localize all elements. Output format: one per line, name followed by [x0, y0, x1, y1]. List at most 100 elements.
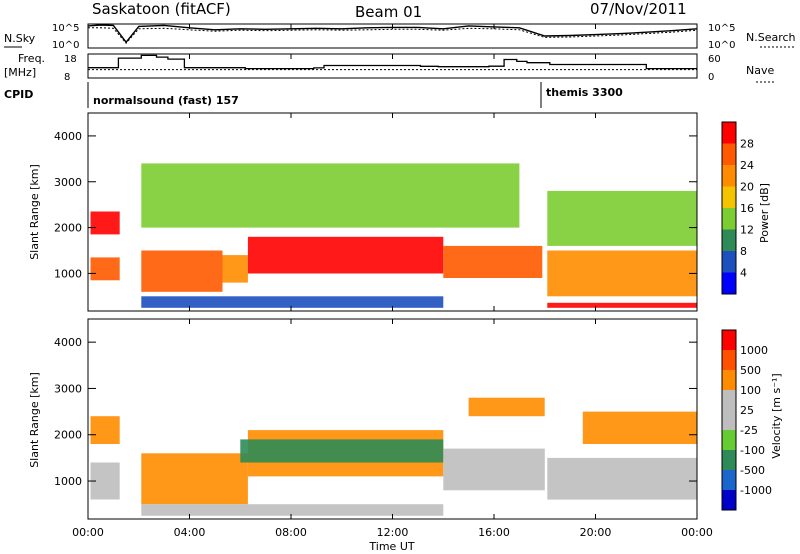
nsky-tick-bottom: 10^0 — [52, 40, 79, 51]
velocity-colorbar-label: Velocity [m s⁻¹] — [770, 373, 783, 458]
x-tick-label-4: 16:00 — [478, 526, 510, 539]
velocity-echo-7 — [468, 397, 545, 417]
power-y-label: Slant Range [km] — [28, 164, 41, 260]
velocity-colorbar-tick-7: -1000 — [740, 484, 772, 497]
nave-tick-top: 60 — [708, 54, 721, 65]
x-tick-label-2: 08:00 — [275, 526, 307, 539]
nsearch-line — [88, 27, 698, 44]
velocity-echo-4 — [240, 439, 444, 463]
velocity-colorbar-swatch-7 — [722, 350, 736, 370]
power-echo-9 — [141, 163, 520, 228]
nave-tick-bottom: 0 — [708, 72, 714, 83]
velocity-y-axis: 1000 2000 3000 4000 — [54, 336, 697, 488]
beam-label: Beam 01 — [355, 3, 422, 21]
power-colorbar-swatch-4 — [722, 186, 736, 208]
freq-plot — [88, 54, 697, 71]
date-label: 07/Nov/2011 — [590, 0, 687, 18]
velocity-colorbar-swatch-6 — [722, 370, 736, 390]
x-tick-label-1: 04:00 — [174, 526, 206, 539]
power-colorbar: 4 8 12 16 20 24 28 — [721, 121, 754, 295]
time-x-axis: 00:00 04:00 08:00 12:00 16:00 20:00 00:00 — [72, 24, 713, 539]
freq-tick-top: 18 — [64, 54, 77, 65]
velocity-echo-0 — [90, 416, 120, 444]
nsearch-tick-top: 10^5 — [708, 23, 735, 34]
power-colorbar-tick-1: 8 — [740, 245, 747, 258]
nsky-tick-top: 10^5 — [52, 23, 79, 34]
power-colorbar-label: Power [dB] — [758, 183, 771, 243]
velocity-colorbar-tick-0: 1000 — [740, 344, 768, 357]
power-colorbar-swatch-3 — [722, 208, 736, 230]
power-colorbar-swatch-7 — [722, 122, 736, 144]
velocity-echo-9 — [141, 504, 444, 516]
power-colorbar-tick-4: 20 — [740, 181, 754, 194]
power-colorbar-swatch-0 — [722, 272, 736, 294]
velocity-colorbar-swatch-1 — [722, 470, 736, 490]
nsearch-label: N.Search — [746, 31, 796, 44]
power-echo-4 — [247, 236, 444, 274]
cpid-label: CPID — [4, 88, 33, 101]
velocity-colorbar: 1000 500 100 25 -25 -100 -500 -1000 — [721, 329, 772, 511]
power-ytick-label-1: 2000 — [54, 222, 82, 235]
x-tick-label-6: 00:00 — [681, 526, 713, 539]
freq-label: Freq. — [18, 52, 45, 65]
power-echo-6 — [547, 250, 697, 297]
power-ytick-label-0: 1000 — [54, 267, 82, 280]
power-echoes — [90, 163, 697, 308]
power-ytick-label-3: 4000 — [54, 130, 82, 143]
power-echo-5 — [443, 245, 543, 278]
x-tick-label-3: 12:00 — [377, 526, 409, 539]
velocity-colorbar-swatch-2 — [722, 450, 736, 470]
power-colorbar-swatch-2 — [722, 229, 736, 251]
velocity-colorbar-swatch-5 — [722, 390, 736, 410]
power-echo-7 — [547, 302, 697, 308]
power-colorbar-frame — [721, 121, 737, 295]
x-tick-label-5: 20:00 — [580, 526, 612, 539]
velocity-ytick-label-1: 2000 — [54, 429, 82, 442]
velocity-echoes — [90, 397, 697, 516]
nsky-label: N.Sky — [4, 32, 36, 45]
nsky-plot — [87, 24, 698, 44]
power-echo-10 — [547, 190, 697, 246]
x-tick-label-0: 00:00 — [72, 526, 104, 539]
power-y-axis: 1000 2000 3000 4000 — [54, 130, 697, 280]
power-colorbar-swatch-6 — [722, 143, 736, 165]
velocity-colorbar-tick-1: 500 — [740, 364, 761, 377]
velocity-colorbar-tick-3: 25 — [740, 404, 754, 417]
cpid-segment-themis: themis 3300 — [546, 86, 623, 99]
velocity-colorbar-tick-6: -500 — [740, 464, 765, 477]
station-title: Saskatoon (fitACF) — [92, 0, 231, 18]
nave-label: Nave — [746, 64, 774, 77]
freq-unit: [MHz] — [4, 66, 36, 79]
velocity-colorbar-frame — [721, 329, 737, 511]
power-colorbar-tick-6: 28 — [740, 138, 754, 151]
power-colorbar-tick-5: 24 — [740, 159, 754, 172]
power-colorbar-tick-0: 4 — [740, 267, 747, 280]
power-colorbar-swatch-5 — [722, 165, 736, 187]
frequency-line — [88, 54, 697, 70]
velocity-colorbar-swatch-3 — [722, 430, 736, 450]
nsky-line — [87, 24, 698, 44]
nsearch-tick-bottom: 10^0 — [708, 40, 735, 51]
power-echo-1 — [90, 257, 120, 281]
power-ytick-label-2: 3000 — [54, 176, 82, 189]
power-echo-3 — [222, 255, 248, 283]
velocity-echo-2 — [141, 453, 248, 505]
cpid-segment-normalsound: normalsound (fast) 157 — [93, 94, 239, 107]
velocity-echo-8 — [582, 411, 697, 444]
velocity-colorbar-swatch-4 — [722, 410, 736, 430]
power-echo-8 — [141, 296, 444, 308]
velocity-colorbar-tick-2: 100 — [740, 384, 761, 397]
power-echo-2 — [141, 250, 223, 292]
power-colorbar-tick-3: 16 — [740, 202, 754, 215]
velocity-ytick-label-3: 4000 — [54, 336, 82, 349]
velocity-ytick-label-0: 1000 — [54, 475, 82, 488]
velocity-echo-5 — [443, 448, 545, 491]
velocity-colorbar-swatch-8 — [722, 330, 736, 350]
power-echo-0 — [90, 211, 120, 235]
velocity-colorbar-tick-5: -100 — [740, 444, 765, 457]
velocity-colorbar-tick-4: -25 — [740, 424, 758, 437]
power-colorbar-swatch-1 — [722, 251, 736, 273]
velocity-y-label: Slant Range [km] — [28, 372, 41, 468]
freq-tick-bottom: 8 — [64, 72, 70, 83]
